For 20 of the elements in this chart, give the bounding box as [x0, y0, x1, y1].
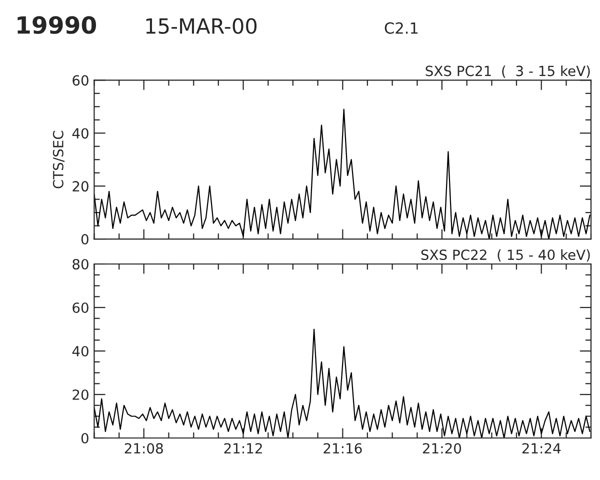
y-tick-label: 40 — [72, 128, 88, 139]
y-tick-label: 0 — [81, 432, 88, 444]
text: C2.1 — [384, 22, 418, 34]
y-tick-label: 60 — [72, 302, 88, 313]
y-tick-label: 20 — [72, 181, 88, 192]
x-tick-label: 21:20 — [422, 443, 462, 454]
x-tick-label: 21:24 — [522, 443, 561, 454]
x-tick-label: 21:16 — [324, 443, 362, 454]
y-tick-label: 20 — [72, 389, 88, 400]
x-tick-label: 21:08 — [124, 443, 163, 454]
y-tick-label: 40 — [72, 346, 88, 356]
text: 19990 — [18, 16, 96, 34]
x-tick-label: 21:12 — [224, 443, 262, 454]
y-axis-title: CTS/SEC — [52, 130, 65, 188]
y-tick-label: 60 — [72, 75, 88, 86]
chart-title: SXS PC21 ( 3 - 15 keV) — [426, 65, 590, 78]
y-tick-label: 0 — [81, 234, 88, 245]
text: 15-MAR-00 — [146, 18, 257, 34]
y-tick-label: 80 — [72, 258, 88, 270]
chart-title: SXS PC22 ( 15 - 40 keV) — [421, 249, 590, 262]
